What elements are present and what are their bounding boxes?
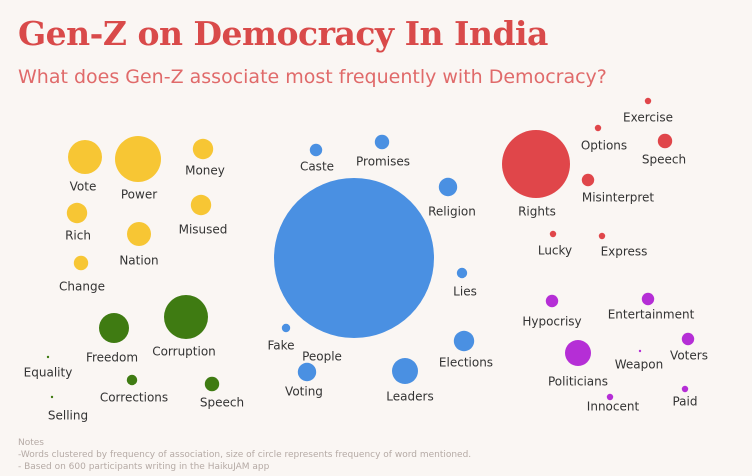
- bubble-voters-purple: [681, 332, 695, 346]
- label-promises-blue: Promises: [356, 155, 410, 169]
- label-politicians-purple: Politicians: [548, 375, 608, 389]
- bubble-weapon-purple: [638, 349, 642, 353]
- bubble-selling-green: [50, 395, 54, 399]
- bubble-speech-red: [657, 133, 673, 149]
- label-hypocrisy-purple: Hypocrisy: [522, 315, 581, 329]
- label-freedom-green: Freedom: [86, 351, 138, 365]
- label-speech-green: Speech: [200, 396, 244, 410]
- bubble-misused-yellow: [190, 194, 212, 216]
- bubble-paid-purple: [681, 385, 689, 393]
- notes-heading: Notes: [18, 438, 44, 448]
- label-innocent-purple: Innocent: [587, 400, 640, 414]
- notes-line-1: -Words clustered by frequency of associa…: [18, 450, 472, 460]
- label-entertainment-purple: Entertainment: [608, 308, 695, 322]
- label-lies-blue: Lies: [453, 285, 477, 299]
- label-misinterpret-red: Misinterpret: [582, 191, 655, 205]
- label-exercise-red: Exercise: [623, 111, 673, 125]
- bubble-money-yellow: [192, 138, 214, 160]
- bubble-fake-blue: [281, 323, 291, 333]
- bubble-entertainment-purple: [641, 292, 655, 306]
- bubble-innocent-purple: [606, 393, 614, 401]
- label-caste-blue: Caste: [300, 160, 334, 174]
- bubble-exercise-red: [644, 97, 652, 105]
- label-vote-yellow: Vote: [70, 180, 97, 194]
- label-rich-yellow: Rich: [65, 229, 91, 243]
- bubble-voting-blue: [297, 362, 317, 382]
- bubble-elections-blue: [453, 330, 475, 352]
- label-elections-blue: Elections: [439, 356, 493, 370]
- bubble-corruption-green: [164, 295, 208, 339]
- label-fake-blue: Fake: [267, 339, 294, 353]
- label-weapon-purple: Weapon: [615, 358, 663, 372]
- label-change-yellow: Change: [59, 280, 105, 294]
- bubble-promises-blue: [374, 134, 390, 150]
- notes: Notes -Words clustered by frequency of a…: [18, 437, 471, 473]
- bubble-freedom-green: [99, 313, 129, 343]
- bubble-rich-yellow: [66, 202, 88, 224]
- bubble-equality-green: [46, 355, 50, 359]
- bubble-leaders-blue: [392, 358, 418, 384]
- bubble-lucky-red: [549, 230, 557, 238]
- label-speech-red: Speech: [642, 153, 686, 167]
- label-voting-blue: Voting: [285, 385, 323, 399]
- label-power-yellow: Power: [121, 188, 157, 202]
- label-selling-green: Selling: [48, 409, 88, 423]
- bubble-misinterpret-red: [581, 173, 595, 187]
- bubble-hypocrisy-purple: [545, 294, 559, 308]
- chart-subtitle: What does Gen-Z associate most frequentl…: [18, 66, 607, 88]
- bubble-religion-blue: [438, 177, 458, 197]
- chart-title: Gen-Z on Democracy In India: [18, 14, 548, 53]
- label-leaders-blue: Leaders: [386, 390, 433, 404]
- label-voters-purple: Voters: [670, 349, 708, 363]
- label-express-red: Express: [601, 245, 648, 259]
- label-corrections-green: Corrections: [100, 391, 168, 405]
- bubble-caste-blue: [309, 143, 323, 157]
- label-lucky-red: Lucky: [538, 244, 572, 258]
- bubble-vote-yellow: [68, 140, 102, 174]
- label-paid-purple: Paid: [672, 395, 697, 409]
- bubble-speech-green: [204, 376, 220, 392]
- bubble-power-yellow: [115, 136, 161, 182]
- label-money-yellow: Money: [185, 164, 225, 178]
- bubble-rights-red: [502, 130, 570, 198]
- label-rights-red: Rights: [518, 205, 556, 219]
- bubble-corrections-green: [126, 374, 138, 386]
- bubble-express-red: [598, 232, 606, 240]
- label-misused-yellow: Misused: [179, 223, 228, 237]
- bubble-people-blue: [274, 178, 434, 338]
- bubble-nation-yellow: [127, 222, 151, 246]
- notes-line-2: - Based on 600 participants writing in t…: [18, 462, 270, 472]
- label-equality-green: Equality: [24, 366, 73, 380]
- bubble-politicians-purple: [565, 340, 591, 366]
- label-options-red: Options: [581, 139, 627, 153]
- bubble-options-red: [594, 124, 602, 132]
- label-religion-blue: Religion: [428, 205, 476, 219]
- label-people-blue: People: [302, 350, 342, 364]
- bubble-lies-blue: [456, 267, 468, 279]
- label-corruption-green: Corruption: [152, 345, 216, 359]
- label-nation-yellow: Nation: [119, 254, 158, 268]
- bubble-change-yellow: [73, 255, 89, 271]
